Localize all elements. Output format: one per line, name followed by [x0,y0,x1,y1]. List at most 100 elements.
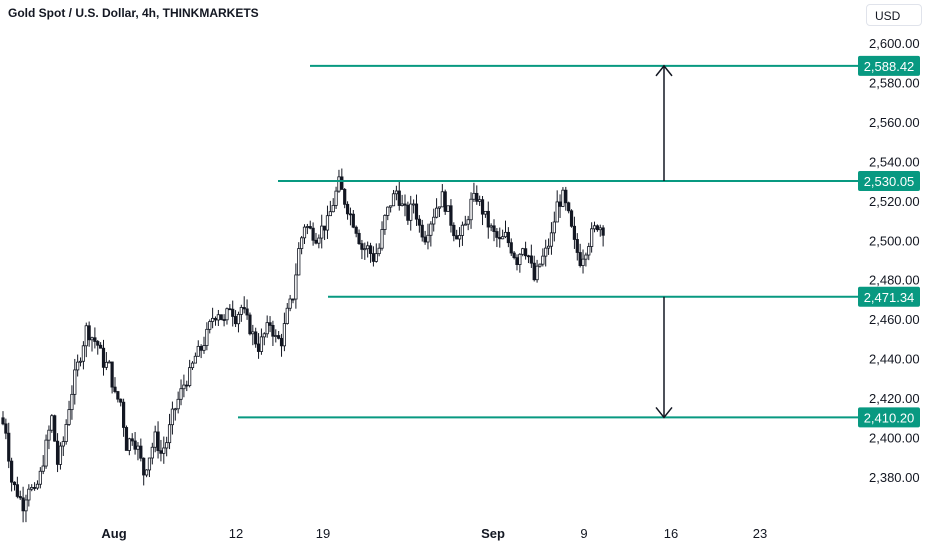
candle [495,228,499,248]
candle [592,221,597,233]
candle-body [521,248,525,255]
level-price-badge [858,286,920,307]
candle [478,195,482,206]
candle [139,438,143,462]
candle [222,314,226,327]
candle-body [279,337,284,347]
candle-body [256,343,261,352]
candle [300,235,304,255]
candle [231,300,235,327]
candle [199,344,203,359]
candle-body [10,460,14,483]
candle-body [1,417,5,425]
candle-body [529,255,533,264]
candle [590,222,594,253]
candle-body [495,231,499,238]
candle-body [526,255,531,258]
x-tick-label: Sep [481,526,505,541]
candle-body [368,245,373,254]
candle [193,352,197,364]
candle-body [305,226,309,228]
candle [265,315,269,338]
candle-body [426,234,430,243]
candle [254,327,258,348]
projection-arrow-up [655,64,673,181]
candle [24,494,28,523]
candle-body [575,239,579,253]
candle-body [58,445,63,465]
candle [196,340,200,357]
currency-selector[interactable]: USD [866,4,922,26]
candle [147,457,152,478]
candle [190,361,195,371]
candle-body [584,254,588,260]
candle-body [549,232,554,247]
candle [483,210,488,218]
candle-body [567,202,571,212]
candle-body [334,190,338,206]
candle [176,391,180,414]
candle [110,361,114,394]
candle-body [328,211,332,217]
candle-body [386,206,390,216]
candle [297,242,301,276]
candle [285,303,289,325]
candle-body [394,190,398,195]
candle [503,220,508,239]
candle-body [162,447,166,454]
candle-body [133,440,137,450]
y-tick-label: 2,540.00 [869,154,920,169]
candle [311,222,315,246]
candle [432,208,436,232]
candle-body [231,308,235,317]
candle-body [185,384,189,387]
candle [541,248,545,267]
candle [116,390,120,403]
candle [288,294,292,312]
candle-body [228,308,232,311]
candle [389,205,393,213]
candle-body [595,225,599,231]
candle [90,336,94,352]
candle [211,307,215,329]
candle [501,229,505,240]
candle-body [544,247,548,257]
candle-body [340,176,344,190]
candle [262,332,266,346]
candle-body [555,201,559,223]
candle-body [486,210,490,228]
candle-body [406,204,410,221]
candle [225,307,229,325]
candle-body [101,347,106,368]
candle [334,186,338,209]
candle-body [73,369,77,395]
candle [368,242,373,263]
y-tick-label: 2,500.00 [869,233,920,248]
candle [277,331,281,340]
candle-body [380,229,384,249]
candle [394,185,398,201]
candle [236,311,241,333]
candle-body [397,190,401,206]
candle-body [391,193,396,207]
candle [328,200,332,217]
candle-body [371,253,376,262]
candle-body [466,219,470,225]
candle [104,352,108,371]
candle-body [423,236,427,243]
x-tick-label: 12 [229,526,243,541]
candle [457,227,462,248]
candle-body [67,409,71,425]
candle [101,339,106,376]
candle-body [199,345,203,351]
candle [4,418,8,440]
candle-body [70,393,74,411]
candle-body [509,242,513,254]
candle-body [469,198,473,221]
candle-body [139,445,143,459]
candle-body [254,331,258,345]
candle-body [460,224,465,236]
candle-body [322,225,327,231]
candle [409,195,413,231]
